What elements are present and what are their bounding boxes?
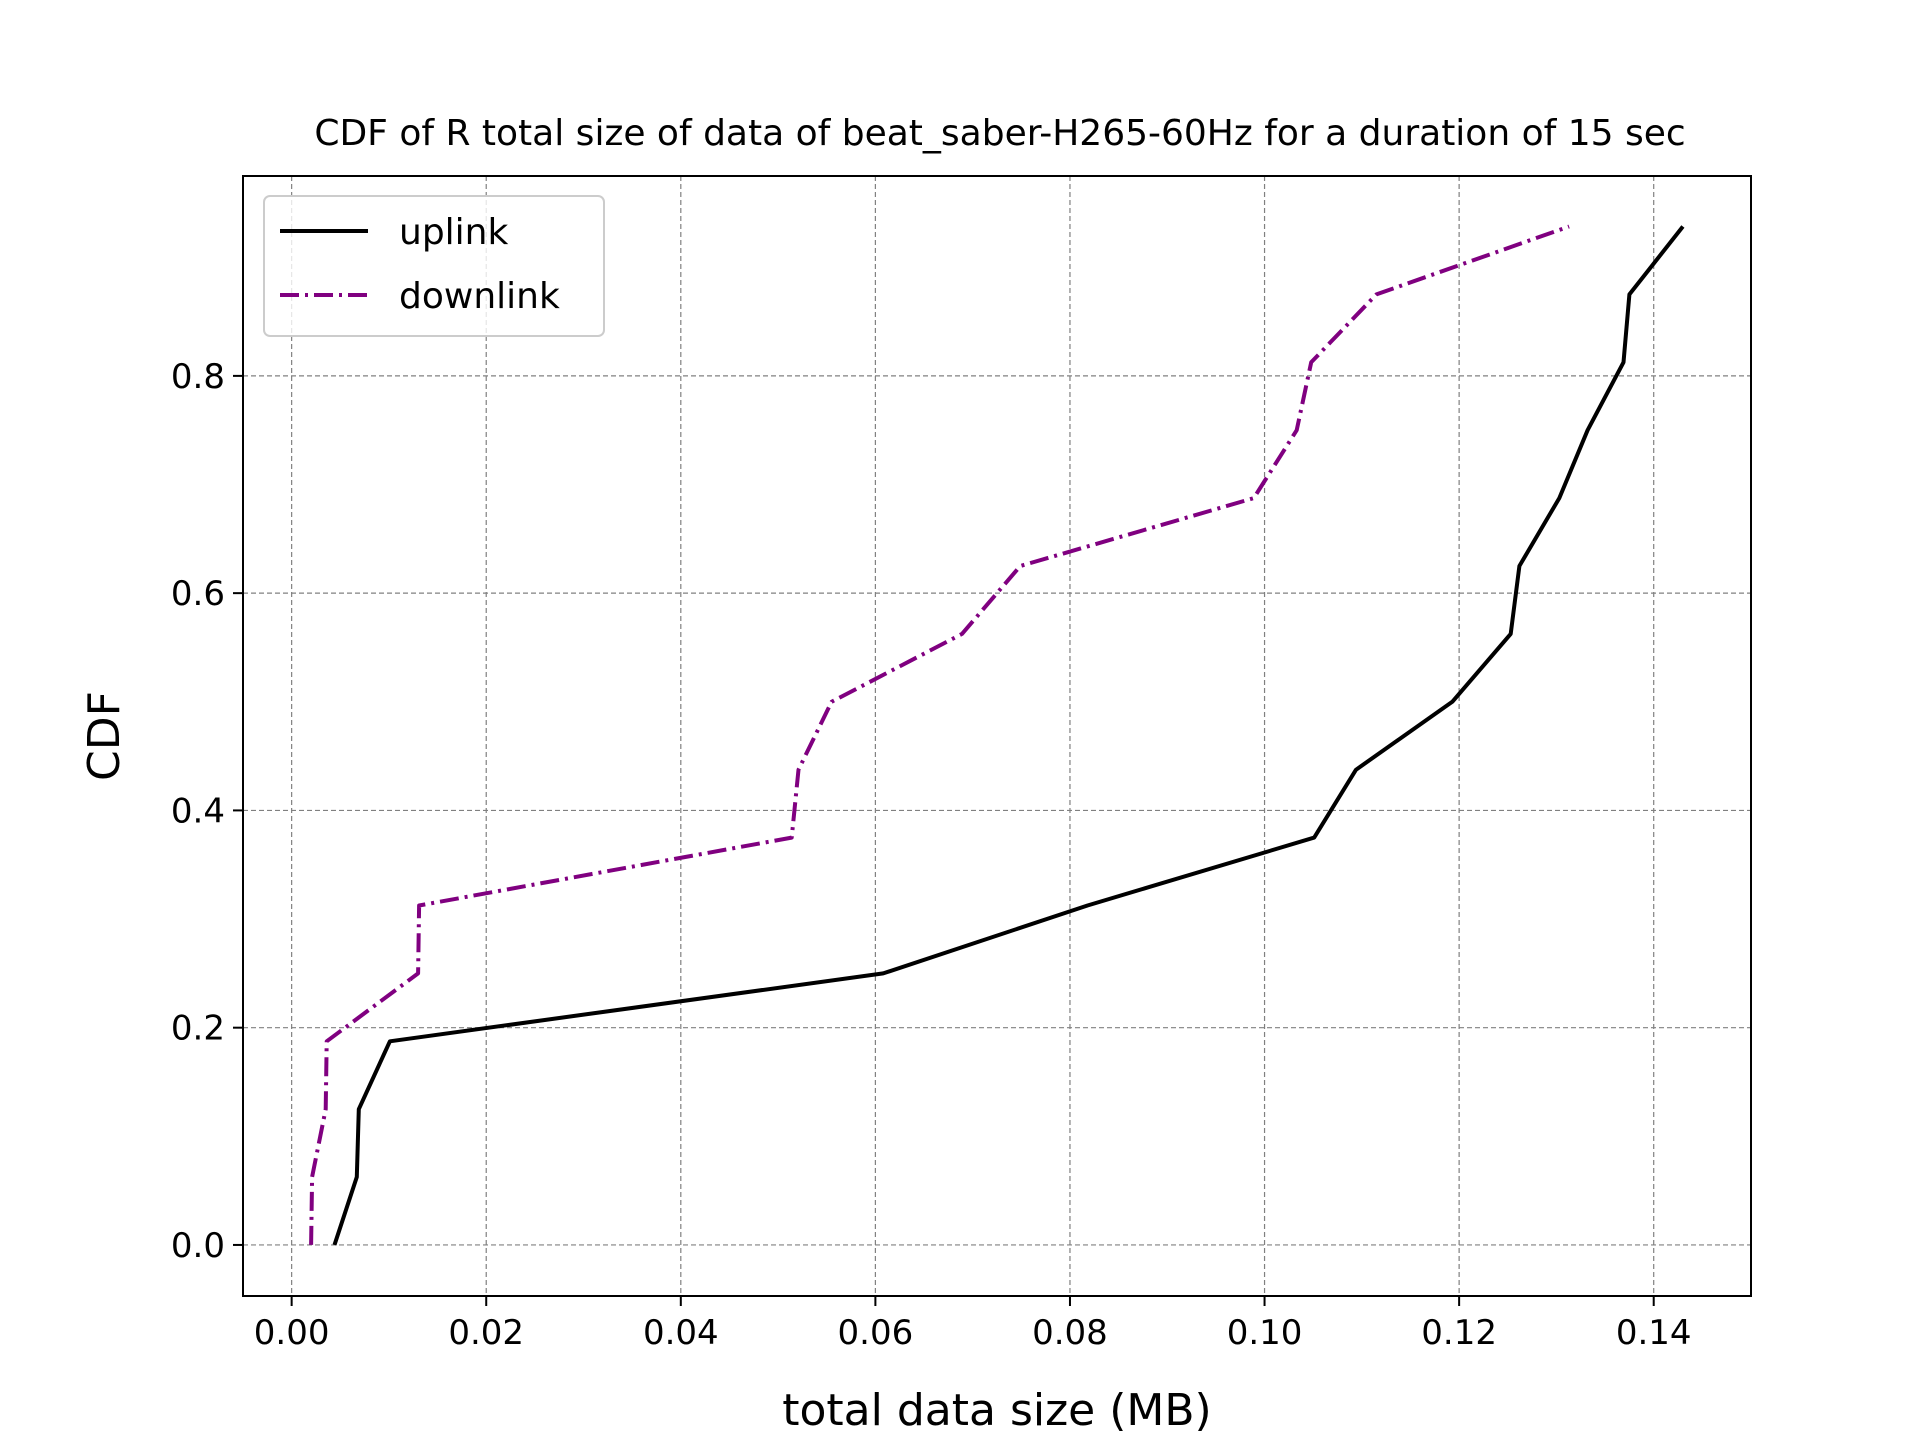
series-lines: [309, 224, 1685, 1246]
x-tick-label: 0.06: [838, 1313, 914, 1353]
x-tick-label: 0.00: [254, 1313, 330, 1353]
x-tick-label: 0.12: [1421, 1313, 1497, 1353]
x-tick-label: 0.02: [448, 1313, 524, 1353]
plot-frame: [242, 175, 1752, 1297]
chart-title: CDF of R total size of data of beat_sabe…: [314, 113, 1685, 154]
legend-label-downlink: downlink: [399, 276, 560, 317]
y-tick-label: 0.4: [171, 791, 225, 831]
y-axis-label: CDF: [79, 691, 130, 781]
grid-lines: [243, 176, 1751, 1296]
y-tick-label: 0.6: [171, 574, 225, 614]
legend-label-uplink: uplink: [399, 212, 508, 253]
uplink-line: [332, 225, 1685, 1246]
x-tick-label: 0.08: [1032, 1313, 1108, 1353]
downlink-line: [309, 224, 1570, 1245]
x-axis-label: total data size (MB): [782, 1385, 1211, 1436]
legend: uplink downlink: [263, 195, 605, 337]
x-axis-ticks: 0.00 0.02 0.04 0.06 0.08 0.10 0.12 0.14: [254, 1296, 1692, 1353]
y-tick-label: 0.8: [171, 357, 225, 397]
y-tick-label: 0.0: [171, 1226, 225, 1266]
x-tick-label: 0.14: [1616, 1313, 1692, 1353]
x-tick-label: 0.04: [643, 1313, 719, 1353]
y-axis-ticks: 0.0 0.2 0.4 0.6 0.8: [171, 357, 243, 1266]
x-tick-label: 0.10: [1227, 1313, 1303, 1353]
y-tick-label: 0.2: [171, 1009, 225, 1049]
